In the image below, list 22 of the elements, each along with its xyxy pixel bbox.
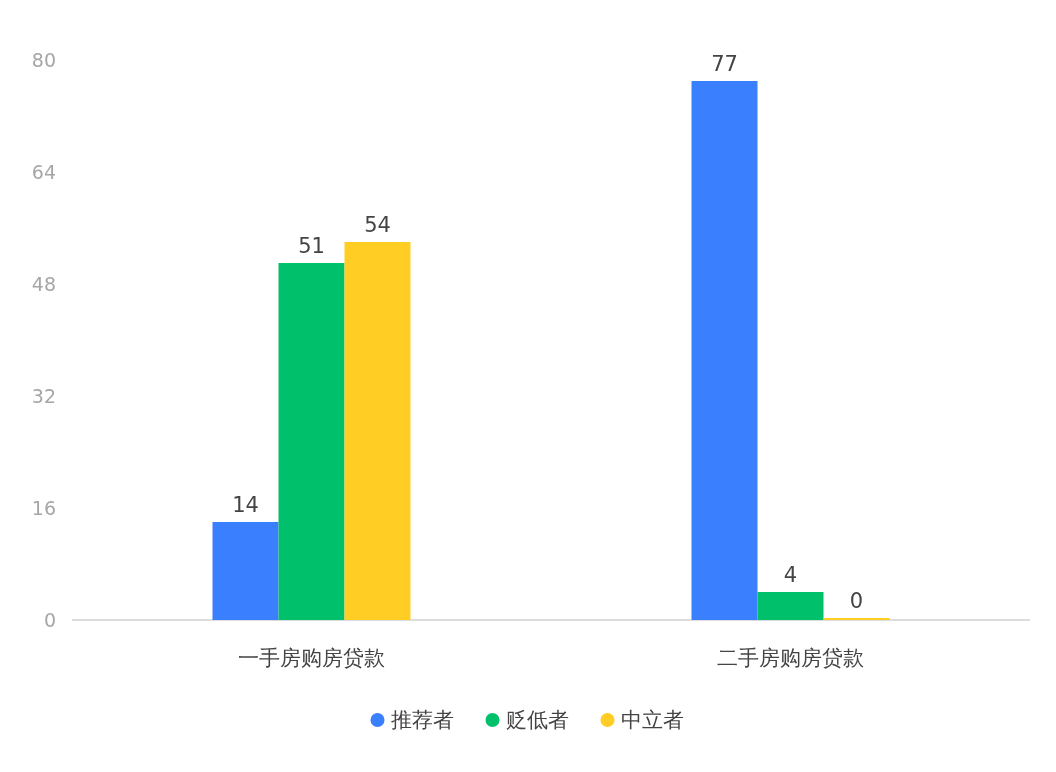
x-tick-label: 一手房购房贷款 xyxy=(238,646,385,670)
y-tick-label: 0 xyxy=(43,609,56,631)
y-tick-label: 80 xyxy=(31,49,56,71)
x-tick-label: 二手房购房贷款 xyxy=(717,646,864,670)
y-tick-label: 16 xyxy=(31,497,56,519)
y-tick-label: 32 xyxy=(31,385,56,407)
data-label: 54 xyxy=(364,213,391,237)
bar xyxy=(691,81,758,620)
bar xyxy=(278,263,345,620)
data-label: 77 xyxy=(711,52,738,76)
data-label: 4 xyxy=(783,563,798,587)
y-tick-label: 64 xyxy=(31,161,56,183)
legend-label: 推荐者 xyxy=(390,708,454,732)
data-label: 0 xyxy=(849,589,864,613)
bar xyxy=(212,522,279,620)
data-label: 14 xyxy=(232,493,259,517)
legend-label: 贬低者 xyxy=(505,708,569,732)
legend-label: 中立者 xyxy=(620,708,684,732)
bar xyxy=(757,592,824,620)
bar xyxy=(344,242,411,620)
data-label: 51 xyxy=(298,234,325,258)
y-tick-label: 48 xyxy=(31,273,56,295)
